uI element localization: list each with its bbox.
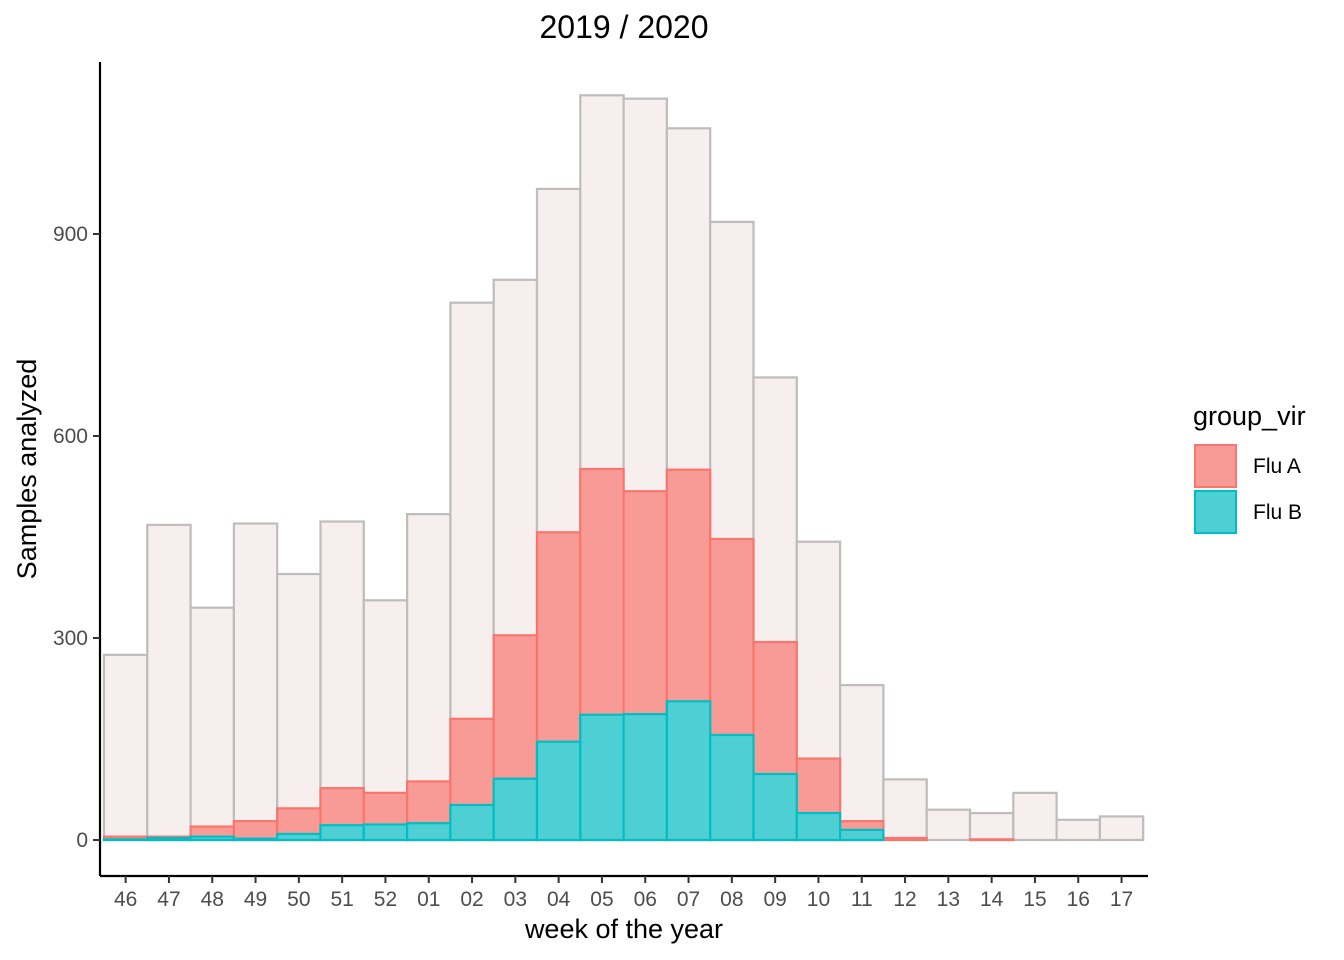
samples-bar-13 — [925, 808, 972, 842]
legend-key-flu-b — [1194, 490, 1237, 534]
y-tick-label: 0 — [76, 829, 88, 852]
samples-bar-11 — [838, 684, 885, 842]
samples-bar-46 — [102, 653, 149, 842]
samples-bar-50 — [276, 572, 322, 842]
flu-b-bar-08 — [709, 733, 755, 842]
y-axis-title: Samples analyzed — [12, 359, 42, 580]
x-tick-label-02: 02 — [460, 888, 483, 911]
x-tick-label-49: 49 — [244, 888, 267, 911]
flu-b-bar-03 — [492, 777, 539, 842]
y-ticks: 0 300 600 900 — [53, 223, 100, 852]
flu-a-bar-12 — [882, 836, 928, 842]
x-tick-label-14: 14 — [980, 888, 1004, 911]
flu-b-bar-51 — [319, 824, 365, 842]
x-tick-label-08: 08 — [720, 888, 743, 911]
flu-b-bar-02 — [449, 803, 495, 842]
x-tick-label-01: 01 — [417, 888, 440, 911]
y-tick-label: 900 — [53, 223, 88, 246]
legend-key-flu-a — [1194, 444, 1237, 488]
legend: group_vir Flu A Flu B — [1193, 401, 1306, 534]
x-tick-label-04: 04 — [547, 888, 571, 911]
samples-bar-12 — [882, 778, 928, 842]
flu-b-bar-07 — [665, 700, 712, 842]
flu-b-bar-11 — [838, 828, 885, 842]
flu-b-bar-52 — [362, 823, 409, 842]
x-tick-label-03: 03 — [504, 888, 527, 911]
x-ticks: 46 47 48 49 50 51 52 01 02 03 04 05 06 07 08 09 10 11 12 13… — [114, 876, 1133, 911]
flu-b-bar-04 — [535, 740, 582, 842]
x-tick-label-10: 10 — [807, 888, 830, 911]
x-tick-label-06: 06 — [634, 888, 657, 911]
bars — [102, 94, 1145, 842]
x-tick-label-51: 51 — [330, 888, 353, 911]
samples-bar-49 — [232, 522, 279, 842]
flu-b-bar-05 — [579, 713, 625, 842]
flu-a-bar-14 — [968, 838, 1015, 842]
legend-title: group_vir — [1193, 401, 1306, 431]
flu-b-bar-47 — [146, 836, 192, 842]
x-tick-label-05: 05 — [590, 888, 613, 911]
flu-b-bar-10 — [795, 811, 842, 842]
samples-bar-48 — [189, 606, 236, 842]
x-tick-label-52: 52 — [374, 888, 397, 911]
x-tick-label-47: 47 — [157, 888, 180, 911]
flu-b-bar-50 — [276, 832, 322, 842]
y-tick-label: 600 — [53, 425, 88, 448]
x-axis-title: week of the year — [524, 914, 723, 944]
flu-b-bar-46 — [102, 838, 149, 842]
x-tick-label-46: 46 — [114, 888, 137, 911]
samples-bar-16 — [1055, 818, 1101, 842]
x-tick-label-15: 15 — [1023, 888, 1046, 911]
flu-b-bar-48 — [189, 835, 236, 842]
x-tick-label-17: 17 — [1110, 888, 1133, 911]
x-tick-label-09: 09 — [763, 888, 786, 911]
flu-b-bar-01 — [406, 822, 452, 842]
x-tick-label-50: 50 — [287, 888, 310, 911]
x-tick-label-07: 07 — [677, 888, 700, 911]
x-tick-label-48: 48 — [201, 888, 224, 911]
samples-bar-14 — [968, 811, 1015, 842]
x-tick-label-12: 12 — [893, 888, 916, 911]
flu-b-bar-06 — [622, 712, 668, 842]
x-tick-label-13: 13 — [937, 888, 960, 911]
x-tick-label-11: 11 — [851, 888, 873, 911]
legend-label-flu-a: Flu A — [1253, 455, 1301, 478]
samples-bar-17 — [1098, 815, 1145, 842]
flu-b-bar-09 — [752, 772, 798, 842]
samples-bar-51 — [319, 520, 365, 842]
flu-b-bar-49 — [232, 837, 279, 842]
chart-title: 2019 / 2020 — [539, 9, 708, 45]
legend-label-flu-b: Flu B — [1253, 501, 1302, 524]
samples-bar-47 — [146, 523, 192, 842]
x-tick-label-16: 16 — [1067, 888, 1090, 911]
flu-a-bar-49 — [232, 820, 279, 842]
y-tick-label: 300 — [53, 627, 88, 650]
samples-bar-15 — [1012, 791, 1058, 842]
